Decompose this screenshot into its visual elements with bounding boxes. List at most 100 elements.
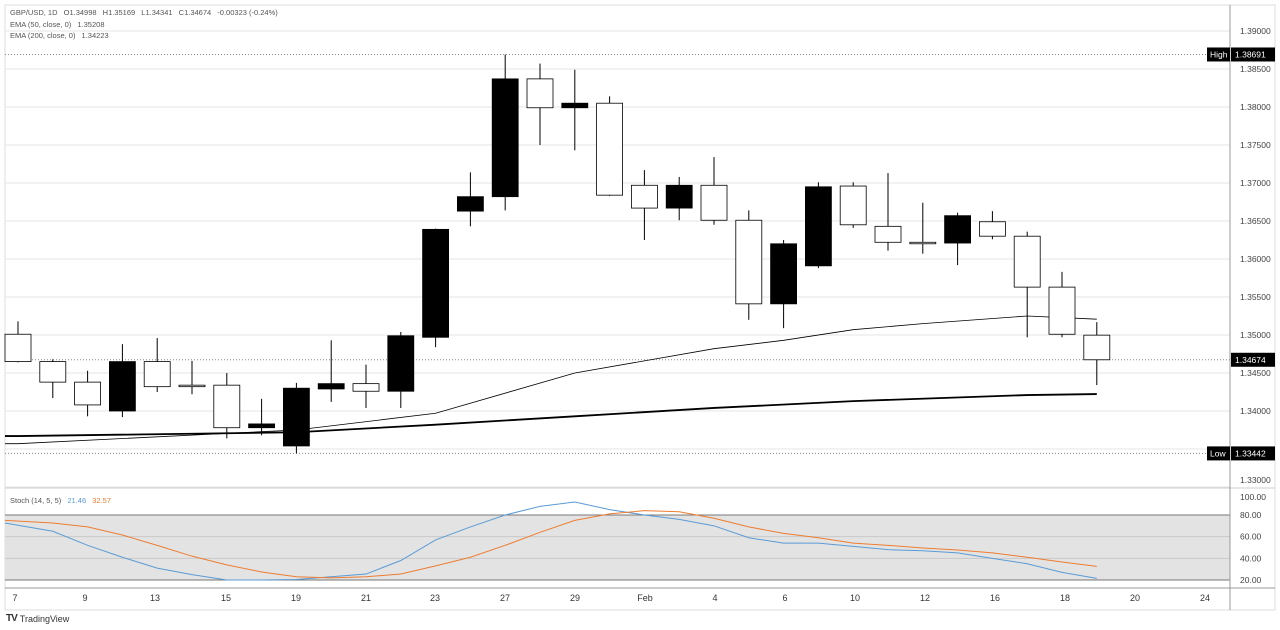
date-tick-label: 24 (1200, 593, 1210, 603)
candle-up (770, 243, 797, 305)
tradingview-logo-icon: TV (6, 613, 18, 624)
candle-up (387, 335, 415, 392)
candle-down (631, 184, 658, 209)
candle-down (1013, 235, 1041, 288)
date-tick-label: 23 (430, 593, 440, 603)
price-tick-label: 1.38000 (1240, 102, 1271, 112)
candle-down (74, 381, 101, 406)
low-value: L1.34341 (141, 8, 173, 17)
candle-down (178, 384, 206, 388)
candle-up (248, 423, 276, 429)
price-tick-label: 1.38500 (1240, 64, 1271, 74)
date-tick-label: 7 (12, 593, 17, 603)
date-tick-label: 6 (782, 593, 787, 603)
candle-down (1048, 286, 1076, 335)
marker-value: 1.34674 (1235, 355, 1266, 365)
date-tick-label: 18 (1060, 593, 1070, 603)
price-tick-label: 1.33000 (1240, 475, 1271, 485)
price-tick-label: 1.39000 (1240, 26, 1271, 36)
date-tick-label: 27 (500, 593, 510, 603)
candle-down (700, 184, 728, 221)
price-tick-label: 1.36500 (1240, 216, 1271, 226)
candle-down (874, 225, 902, 243)
stoch-tick-label: 60.00 (1240, 532, 1262, 542)
candle-down (839, 185, 867, 226)
ema200-legend: EMA (200, close, 0) 1.34223 (10, 31, 113, 40)
date-tick-label: Feb (637, 593, 653, 603)
high-value: H1.35169 (102, 8, 136, 17)
date-tick-label: 21 (361, 593, 371, 603)
candle-up (805, 186, 832, 267)
marker-label: High (1210, 49, 1228, 59)
candle-down (143, 361, 171, 388)
candle-up (665, 184, 693, 209)
candle-down (352, 383, 380, 392)
marker-value: 1.38691 (1235, 49, 1266, 59)
date-tick-label: 4 (712, 593, 717, 603)
price-tick-label: 1.37500 (1240, 140, 1271, 150)
date-tick-label: 15 (221, 593, 231, 603)
candle-down (213, 384, 241, 429)
candle-down (596, 102, 623, 196)
candle-down (39, 361, 67, 383)
marker-label-box (1207, 446, 1230, 461)
price-tick-label: 1.36000 (1240, 254, 1271, 264)
date-tick-label: 29 (570, 593, 580, 603)
ema200-value: 1.34223 (81, 31, 109, 40)
candle-up (109, 361, 136, 412)
candle-up (317, 383, 345, 390)
stoch-d-line (4, 510, 1097, 579)
marker-value-box (1231, 352, 1275, 367)
stoch-label: Stoch (14, 5, 5) (10, 496, 62, 505)
close-value: C1.34674 (178, 8, 212, 17)
candle-up (456, 196, 484, 212)
candle-down (979, 221, 1006, 237)
price-tick-label: 1.34500 (1240, 368, 1271, 378)
stoch-band (5, 515, 1230, 580)
stoch-d-value: 32.57 (92, 496, 112, 505)
stoch-legend: Stoch (14, 5, 5) 21.46 32.57 (10, 496, 115, 505)
tradingview-footer: TV TradingView (6, 613, 69, 624)
stoch-k-value: 21.46 (67, 496, 87, 505)
date-tick-label: 10 (850, 593, 860, 603)
marker-value-box (1231, 446, 1275, 461)
candle-down (526, 78, 554, 109)
marker-value-box (1231, 47, 1275, 62)
candle-up (491, 78, 519, 198)
ema50-legend: EMA (50, close, 0) 1.35208 (10, 20, 109, 29)
ema200-label: EMA (200, close, 0) (10, 31, 76, 40)
date-tick-label: 16 (990, 593, 1000, 603)
symbol-label: GBP/USD, 1D (10, 8, 58, 17)
date-tick-label: 13 (150, 593, 160, 603)
date-tick-label: 9 (82, 593, 87, 603)
ema50-line (5, 315, 1097, 445)
chart-frame (4, 4, 1276, 611)
date-tick-label: 19 (291, 593, 301, 603)
marker-label-box (1207, 47, 1230, 62)
stoch-tick-label: 40.00 (1240, 553, 1262, 563)
candle-down (735, 219, 763, 305)
ema200-line (5, 393, 1097, 437)
change-value: -0.00323 (-0.24%) (217, 8, 278, 17)
marker-value: 1.33442 (1235, 448, 1266, 458)
date-tick-label: 12 (920, 593, 930, 603)
stoch-k-line (4, 501, 1097, 581)
ohlc-legend: GBP/USD, 1D O1.34998 H1.35169 L1.34341 C… (10, 8, 282, 17)
price-tick-label: 1.35500 (1240, 292, 1271, 302)
date-tick-label: 20 (1130, 593, 1140, 603)
candle-down (909, 241, 937, 245)
marker-label: Low (1210, 448, 1226, 458)
ema50-value: 1.35208 (77, 20, 105, 29)
stoch-tick-label: 100.00 (1240, 492, 1266, 502)
ema50-label: EMA (50, close, 0) (10, 20, 72, 29)
candle-down (1083, 334, 1111, 361)
price-tick-label: 1.34000 (1240, 406, 1271, 416)
price-tick-label: 1.35000 (1240, 330, 1271, 340)
candle-up (282, 387, 310, 447)
candle-up (422, 228, 450, 338)
stoch-tick-label: 20.00 (1240, 575, 1262, 585)
stoch-tick-label: 80.00 (1240, 510, 1262, 520)
price-tick-label: 1.37000 (1240, 178, 1271, 188)
candle-up (944, 215, 971, 244)
